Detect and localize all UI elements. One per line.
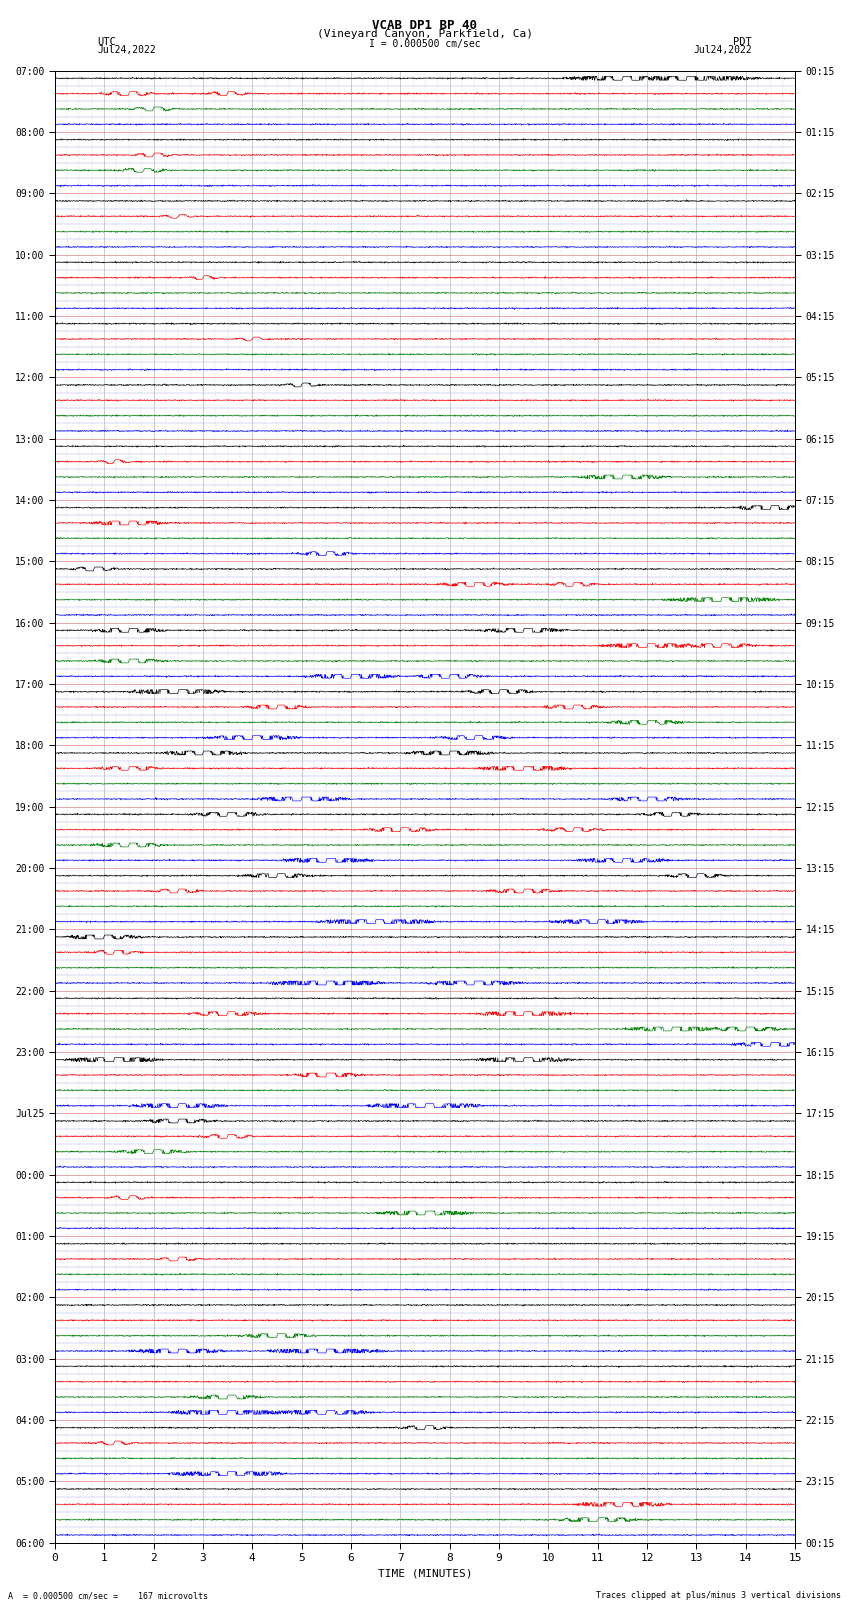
- Text: VCAB DP1 BP 40: VCAB DP1 BP 40: [372, 19, 478, 32]
- Text: (Vineyard Canyon, Parkfield, Ca): (Vineyard Canyon, Parkfield, Ca): [317, 29, 533, 39]
- Text: Jul24,2022: Jul24,2022: [98, 45, 156, 55]
- Text: UTC: UTC: [98, 37, 116, 47]
- Text: Traces clipped at plus/minus 3 vertical divisions: Traces clipped at plus/minus 3 vertical …: [597, 1590, 842, 1600]
- X-axis label: TIME (MINUTES): TIME (MINUTES): [377, 1569, 473, 1579]
- Text: I = 0.000500 cm/sec: I = 0.000500 cm/sec: [369, 39, 481, 48]
- Text: Jul24,2022: Jul24,2022: [694, 45, 752, 55]
- Text: A  = 0.000500 cm/sec =    167 microvolts: A = 0.000500 cm/sec = 167 microvolts: [8, 1590, 208, 1600]
- Text: PDT: PDT: [734, 37, 752, 47]
